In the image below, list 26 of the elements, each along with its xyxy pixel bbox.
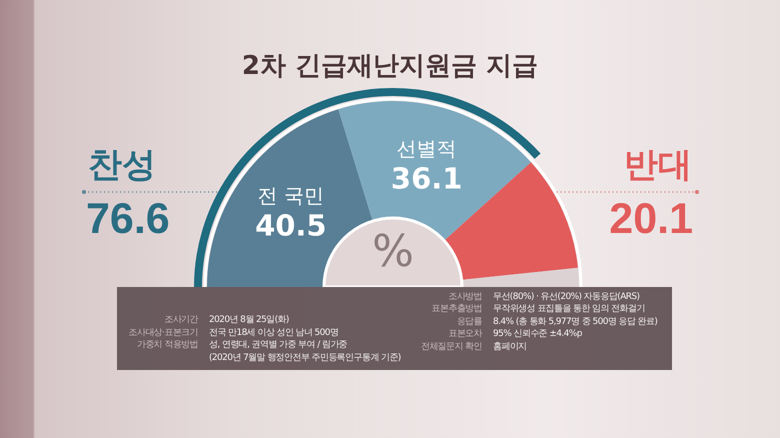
slice-label: 전 국민: [258, 184, 324, 208]
text: 무작위생성 표집틀을 통한 임의 전화걸기: [493, 303, 645, 316]
text: 가중치 적용방법: [136, 339, 198, 352]
text: 표본오차: [447, 328, 482, 341]
text: 조사기간: [163, 314, 198, 327]
text: 홈페이지: [493, 340, 527, 354]
text: 조사방법: [447, 291, 482, 304]
data-label: 40.5: [255, 208, 327, 243]
text: 표본추출방법: [430, 303, 482, 316]
text: 응답률: [456, 316, 482, 328]
slice-label: 선별적: [396, 136, 457, 161]
data-label: 36.1: [390, 162, 462, 196]
text: 성, 연령대, 권역별 가중 부여 / 림가중 (2020년 7월말 행정안전부 주민등록인구통계 기준): [209, 339, 401, 364]
text: 조사대상·표본크기: [128, 326, 198, 340]
text: 찬성: [88, 145, 156, 185]
text: 전체질문지 확인: [420, 340, 482, 354]
text: 무선(80%) · 유선(20%) 자동응답(ARS): [493, 291, 640, 304]
slice-label: 반대: [624, 145, 692, 185]
text: 2020년 8월 25일(화): [209, 314, 289, 327]
chart-title: 2차 긴급재난지원금 지급: [240, 51, 540, 81]
text: 전국 만18세 이상 성인 남녀 500명: [209, 326, 338, 340]
data-label: 20.1: [609, 195, 693, 243]
text: %: [371, 226, 415, 277]
text: 95% 신뢰수준 ±4.4%p: [493, 328, 582, 341]
text: 8.4% (총 통화 5,977명 중 500명 응답 완료): [493, 316, 658, 328]
text: 76.6: [86, 195, 170, 243]
